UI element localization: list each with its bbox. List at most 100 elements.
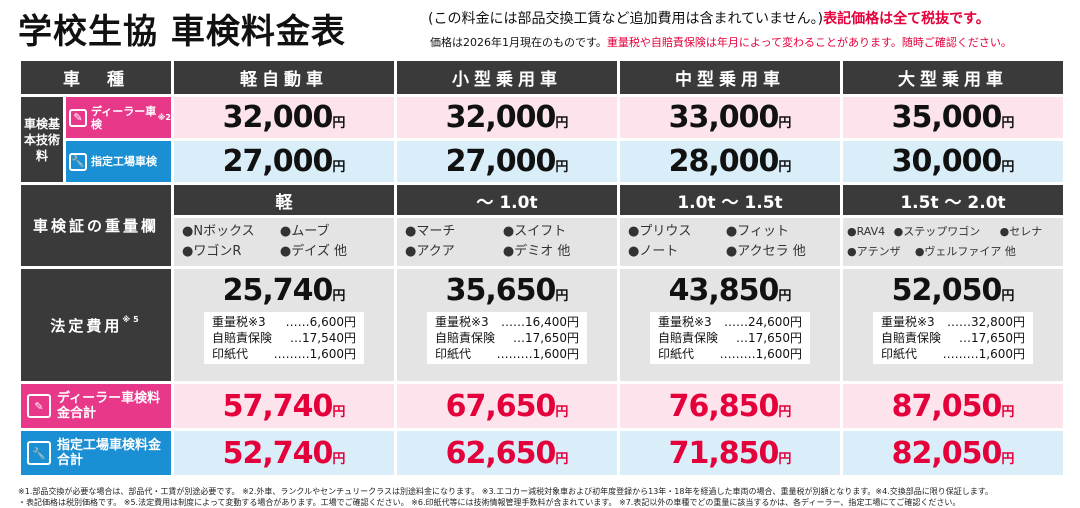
weight-class: 1.5t 〜 2.0t bbox=[843, 185, 1063, 215]
yen-unit: 円 bbox=[555, 404, 569, 420]
legal-amount: 25,740 bbox=[222, 273, 334, 308]
footnotes: ※1.部品交換が必要な場合は、部品代・工賃が別途必要です。 ※2.外車、ランクル… bbox=[18, 486, 1068, 508]
shitei-price-cell: 30,000円 bbox=[843, 141, 1063, 182]
legal-text: 法定費用 bbox=[50, 316, 123, 335]
legal-price: 35,650円 bbox=[397, 273, 617, 308]
yen-unit: 円 bbox=[1001, 404, 1015, 420]
yen-unit: 円 bbox=[332, 116, 346, 131]
dealer-total-cell: 57,740円 bbox=[174, 384, 394, 428]
car-examples: ●Nボックス ●ムーブ ●ワゴンR ●デイズ 他 bbox=[174, 218, 394, 266]
yen-unit: 円 bbox=[778, 289, 792, 304]
header-subnote: 価格は2026年1月現在のものです。重量税や自賠責保険は年月によって変わることが… bbox=[430, 34, 1012, 50]
tax-value: ……32,800円 bbox=[947, 315, 1025, 329]
shitei-price-cell: 27,000円 bbox=[397, 141, 617, 182]
shitei-price-cell: 27,000円 bbox=[174, 141, 394, 182]
legal-breakdown: 重量税※3 ……16,400円 自賠責保険 …17,650円 印紙代 ………1,600… bbox=[427, 312, 587, 364]
shitei-price: 27,000 bbox=[222, 144, 334, 179]
footnote-line: ※1.部品交換が必要な場合は、部品代・工賃が別途必要です。 ※2.外車、ランクル… bbox=[18, 487, 993, 496]
dealer-total-cell: 67,650円 bbox=[397, 384, 617, 428]
corner-header: 車 種 bbox=[21, 61, 171, 94]
wrench-car-icon: ✎ bbox=[69, 108, 87, 127]
yen-unit: 円 bbox=[555, 451, 569, 467]
car-item: ●フィット bbox=[725, 224, 789, 239]
tax-value: ……6,600円 bbox=[285, 315, 356, 329]
dealer-type-label: ✎ ディーラー車検 ※2 bbox=[66, 97, 171, 138]
yen-unit: 円 bbox=[555, 289, 569, 304]
tax-note: 表記価格は全て税抜です。 bbox=[823, 11, 990, 27]
dealer-total-cell: 76,850円 bbox=[620, 384, 840, 428]
insurance-value: …17,650円 bbox=[513, 331, 579, 345]
shitei-total-text: 指定工場車検料金合計 bbox=[57, 438, 162, 468]
shitei-price-cell: 28,000円 bbox=[620, 141, 840, 182]
tax-label: 重量税※3 bbox=[212, 315, 266, 329]
yen-unit: 円 bbox=[555, 160, 569, 175]
yen-unit: 円 bbox=[1001, 289, 1015, 304]
car-item: ●アクア bbox=[405, 244, 455, 259]
tax-label: 重量税※3 bbox=[881, 315, 935, 329]
shitei-total: 71,850 bbox=[668, 435, 780, 471]
kihon-label: 車検基本技術料 bbox=[21, 97, 63, 182]
insurance-value: …17,650円 bbox=[959, 331, 1025, 345]
yen-unit: 円 bbox=[332, 160, 346, 175]
col-header-small: 小型乗用車 bbox=[397, 61, 617, 94]
shitei-price: 27,000 bbox=[445, 144, 557, 179]
dealer-total-label: ✎ ディーラー車検料金合計 bbox=[21, 384, 171, 428]
yen-unit: 円 bbox=[778, 160, 792, 175]
yen-unit: 円 bbox=[555, 116, 569, 131]
legal-label: 法定費用※5 bbox=[21, 269, 171, 381]
car-item: ●RAV4 bbox=[847, 225, 886, 238]
dealer-price: 32,000 bbox=[445, 100, 557, 135]
dealer-total-text: ディーラー車検料金合計 bbox=[57, 391, 161, 421]
dealer-price-cell: 32,000円 bbox=[174, 97, 394, 138]
tax-value: ……24,600円 bbox=[724, 315, 802, 329]
legal-amount: 35,650 bbox=[445, 273, 557, 308]
yen-unit: 円 bbox=[332, 404, 346, 420]
dealer-price-cell: 33,000円 bbox=[620, 97, 840, 138]
wrench-icon: 🔧 bbox=[27, 441, 51, 465]
dealer-price: 33,000 bbox=[668, 100, 780, 135]
dealer-total: 76,850 bbox=[668, 388, 780, 424]
legal-price: 25,740円 bbox=[174, 273, 394, 308]
legal-amount: 52,050 bbox=[891, 273, 1003, 308]
insurance-value: …17,650円 bbox=[736, 331, 802, 345]
legal-price: 52,050円 bbox=[843, 273, 1063, 308]
car-item: ●ムーブ bbox=[279, 224, 330, 239]
tax-label: 重量税※3 bbox=[658, 315, 712, 329]
dealer-total: 57,740 bbox=[222, 388, 334, 424]
footnote-line: ・表記価格は税別価格です。 ※5.法定費用は制度によって変動する場合があります。… bbox=[18, 498, 961, 507]
yen-unit: 円 bbox=[1001, 116, 1015, 131]
yen-unit: 円 bbox=[1001, 160, 1015, 175]
car-examples: ●マーチ ●スイフト ●アクア ●デミオ 他 bbox=[397, 218, 617, 266]
stamp-value: ………1,600円 bbox=[942, 347, 1025, 361]
car-item: ●プリウス bbox=[628, 224, 692, 239]
dealer-sup: ※2 bbox=[157, 113, 171, 122]
yen-unit: 円 bbox=[778, 451, 792, 467]
shitei-total-cell: 62,650円 bbox=[397, 431, 617, 475]
shitei-total-cell: 71,850円 bbox=[620, 431, 840, 475]
yen-unit: 円 bbox=[332, 289, 346, 304]
stamp-label: 印紙代 bbox=[881, 347, 918, 361]
dealer-price: 35,000 bbox=[891, 100, 1003, 135]
stamp-label: 印紙代 bbox=[658, 347, 695, 361]
col-header-large: 大型乗用車 bbox=[843, 61, 1063, 94]
col-header-kei: 軽自動車 bbox=[174, 61, 394, 94]
legal-cell: 43,850円 重量税※3 ……24,600円 自賠責保険 …17,650円 印紙代… bbox=[620, 269, 840, 381]
stamp-label: 印紙代 bbox=[435, 347, 472, 361]
car-item: ●ステップワゴン bbox=[893, 225, 981, 238]
warning-note: 重量税や自賠責保険は年月によって変わることがあります。随時ご確認ください。 bbox=[606, 36, 1012, 49]
dealer-total: 87,050 bbox=[891, 388, 1003, 424]
legal-price: 43,850円 bbox=[620, 273, 840, 308]
car-item: ●デイズ 他 bbox=[279, 244, 347, 259]
yen-unit: 円 bbox=[332, 451, 346, 467]
stamp-value: ………1,600円 bbox=[273, 347, 356, 361]
legal-breakdown: 重量税※3 ……6,600円 自賠責保険 …17,540円 印紙代 ………1,600円 bbox=[204, 312, 364, 364]
price-table: 車 種 軽自動車 小型乗用車 中型乗用車 大型乗用車 車検基本技術料 ✎ ディーラ… bbox=[18, 58, 1066, 478]
insurance-value: …17,540円 bbox=[290, 331, 356, 345]
car-item: ●ヴェルファイア 他 bbox=[914, 245, 1016, 258]
kihon-category: 車検基本技術料 ✎ ディーラー車検 ※2 🔧 指定工場車検 bbox=[21, 97, 171, 182]
shitei-price: 30,000 bbox=[891, 144, 1003, 179]
yen-unit: 円 bbox=[1001, 451, 1015, 467]
date-note: 価格は2026年1月現在のものです。 bbox=[430, 36, 607, 49]
shitei-total-cell: 82,050円 bbox=[843, 431, 1063, 475]
